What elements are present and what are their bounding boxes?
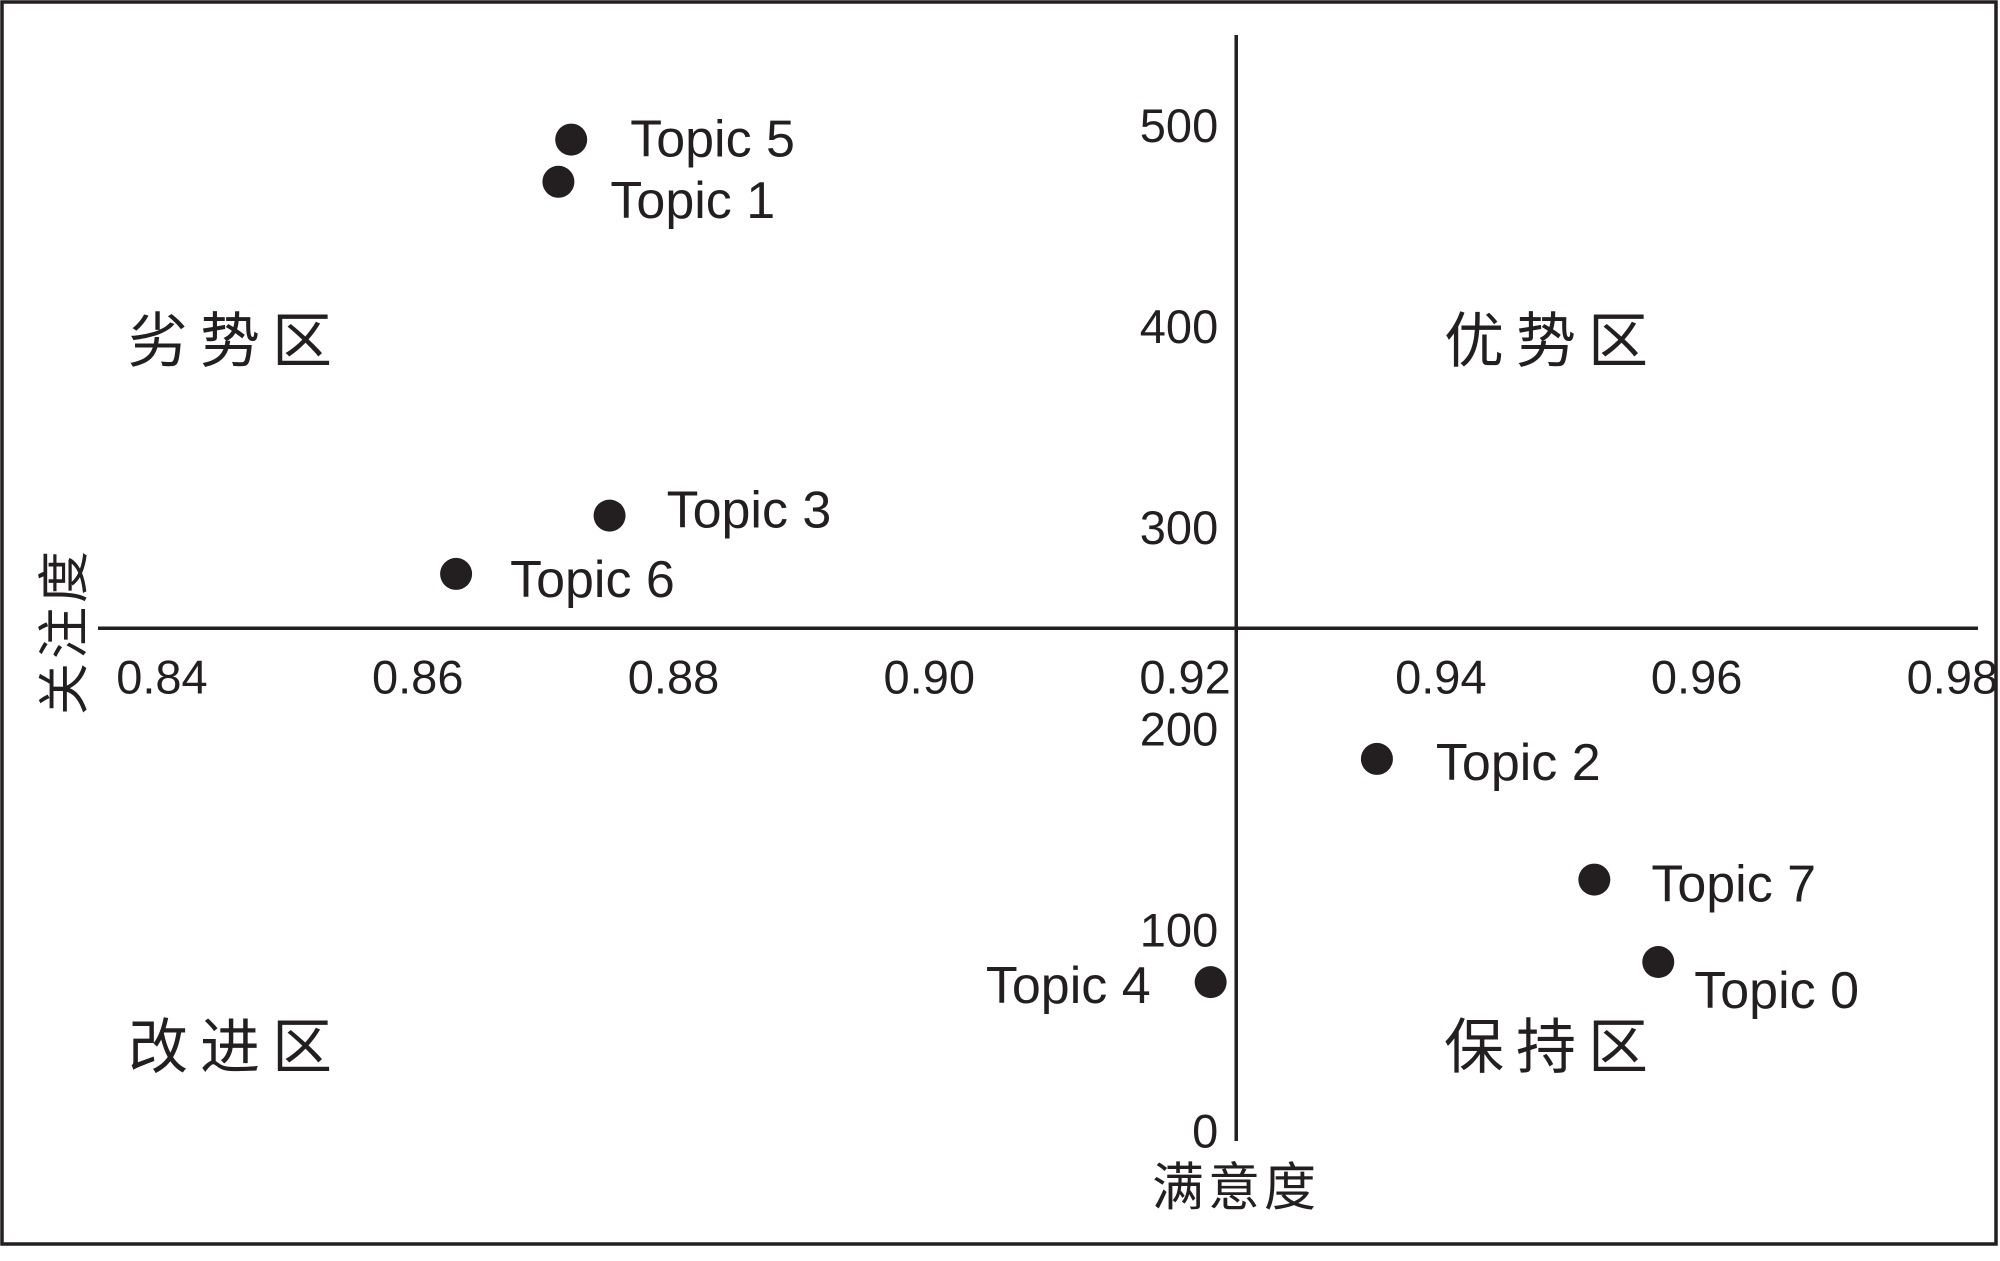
- y-tick-label: 0: [1192, 1104, 1218, 1157]
- data-point-label: Topic 7: [1651, 856, 1816, 914]
- y-tick-label: 400: [1140, 300, 1218, 353]
- data-point: [555, 123, 588, 156]
- data-point-label: Topic 4: [986, 957, 1151, 1015]
- y-tick-label: 300: [1140, 501, 1218, 554]
- data-point-label: Topic 3: [667, 482, 832, 540]
- quadrant-label-bottom-left: 改进区: [128, 1015, 344, 1081]
- data-point-label: Topic 2: [1436, 734, 1601, 792]
- quadrant-label-top-right: 优势区: [1444, 309, 1660, 375]
- y-axis-title: 关注度: [38, 547, 95, 715]
- x-tick-label: 0.92: [1139, 651, 1230, 704]
- x-tick-label: 0.88: [628, 651, 719, 704]
- data-point: [1578, 863, 1611, 896]
- x-tick-label: 0.98: [1907, 651, 1998, 704]
- data-point-label: Topic 5: [630, 111, 795, 169]
- quadrant-label-top-left: 劣势区: [128, 309, 344, 375]
- data-point-label: Topic 0: [1694, 962, 1859, 1020]
- data-point: [542, 165, 575, 198]
- x-tick-label: 0.84: [116, 651, 207, 704]
- x-tick-label: 0.94: [1395, 651, 1486, 704]
- data-point: [1360, 742, 1393, 775]
- data-point: [440, 557, 473, 590]
- data-point: [1642, 946, 1675, 979]
- data-point: [1194, 966, 1227, 999]
- y-tick-label: 500: [1140, 99, 1218, 152]
- x-tick-label: 0.96: [1651, 651, 1742, 704]
- x-axis-title: 满意度: [1152, 1161, 1320, 1218]
- y-tick-label: 100: [1140, 903, 1218, 956]
- x-tick-label: 0.90: [884, 651, 975, 704]
- data-point: [593, 499, 626, 532]
- y-tick-label: 200: [1140, 702, 1218, 755]
- data-point-label: Topic 6: [510, 551, 675, 609]
- quadrant-label-bottom-right: 保持区: [1444, 1015, 1660, 1081]
- plot-marks: 0.84 0.86 0.88 0.90 0.92 0.94 0.96 0.98 0 100 200 3…: [98, 35, 1998, 1157]
- data-point-label: Topic 1: [610, 172, 775, 230]
- x-tick-label: 0.86: [372, 651, 463, 704]
